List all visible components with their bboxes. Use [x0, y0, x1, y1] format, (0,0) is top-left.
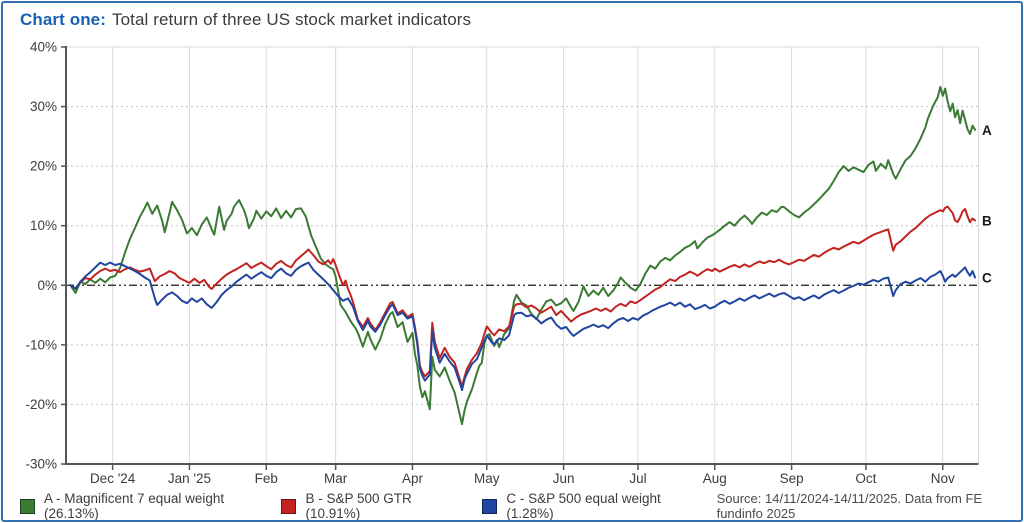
x-axis-tick-label: Mar: [324, 471, 348, 486]
x-axis-tick-label: Aug: [703, 471, 727, 486]
y-axis-tick-label: -20%: [25, 397, 57, 412]
legend-item-magnificent7: A - Magnificent 7 equal weight (26.13%): [20, 491, 235, 521]
chart-title: Chart one: Total return of three US stock…: [20, 10, 471, 30]
series-b-label: B - S&P 500 GTR (10.91%): [305, 491, 412, 521]
y-axis-tick-label: 40%: [30, 40, 57, 55]
x-axis-tick-label: May: [474, 471, 500, 486]
series-end-label-a: A: [982, 123, 992, 138]
chart-legend: A - Magnificent 7 equal weight (26.13%) …: [20, 491, 1002, 521]
series-a-label: A - Magnificent 7 equal weight (26.13%): [44, 491, 225, 521]
chart-title-text: Total return of three US stock market in…: [112, 10, 472, 29]
x-axis-tick-label: Nov: [931, 471, 955, 486]
x-axis-tick-label: Jun: [553, 471, 575, 486]
series-line-c: [69, 261, 976, 392]
x-axis-tick-label: Oct: [855, 471, 876, 486]
x-axis-tick-label: Apr: [402, 471, 424, 486]
y-axis-tick-label: 10%: [30, 218, 57, 233]
y-axis-tick-label: -10%: [25, 337, 57, 352]
y-axis-tick-label: 0%: [37, 278, 57, 293]
series-c-swatch: [482, 498, 498, 514]
series-line-a: [69, 85, 976, 426]
chart-title-prefix: Chart one:: [20, 10, 106, 29]
x-axis-tick-label: Dec '24: [90, 471, 136, 486]
series-c-label: C - S&P 500 equal weight (1.28%): [506, 491, 661, 521]
x-axis-tick-label: Sep: [780, 471, 804, 486]
y-axis-tick-label: 30%: [30, 99, 57, 114]
series-end-label-b: B: [982, 213, 992, 228]
series-end-label-c: C: [982, 271, 992, 286]
series-b-swatch: [281, 498, 297, 514]
series-line-b: [69, 205, 976, 388]
series-a-swatch: [20, 498, 35, 514]
y-axis-tick-label: 20%: [30, 159, 57, 174]
source-note: Source: 14/11/2024-14/11/2025. Data from…: [716, 491, 983, 521]
x-axis-tick-label: Jul: [629, 471, 646, 486]
legend-item-sp500equalweight: C - S&P 500 equal weight (1.28%): [482, 491, 670, 521]
legend-item-sp500gtr: B - S&P 500 GTR (10.91%): [281, 491, 436, 521]
x-axis-tick-label: Feb: [255, 471, 278, 486]
y-axis-tick-label: -30%: [25, 457, 57, 472]
x-axis-tick-label: Jan '25: [168, 471, 211, 486]
